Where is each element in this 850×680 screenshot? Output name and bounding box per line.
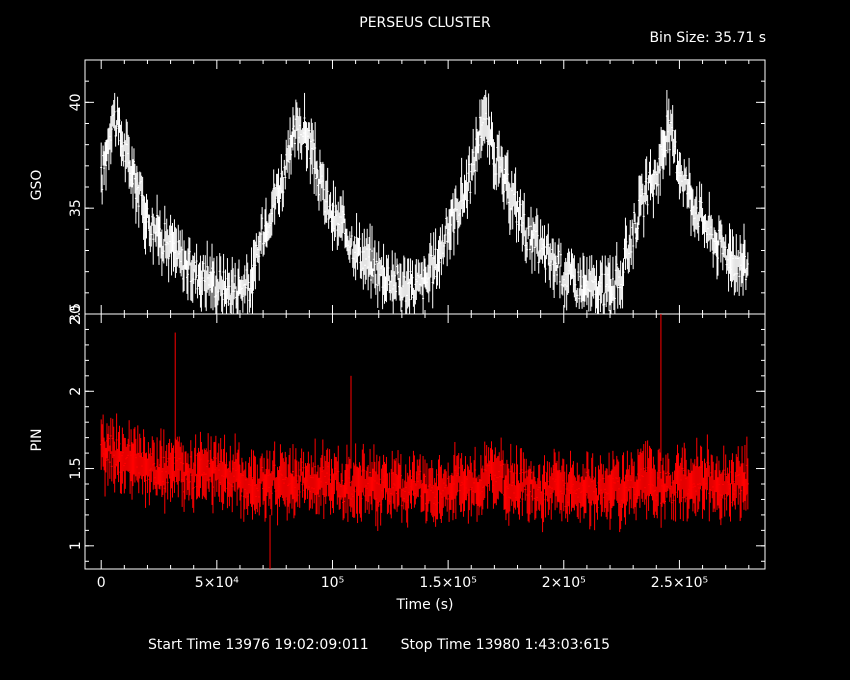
gso-axis-label: GSO xyxy=(29,169,45,201)
pin-axis-label: PIN xyxy=(29,428,45,452)
x-tick-label: 1.5×10⁵ xyxy=(419,575,476,591)
x-tick-label: 2×10⁵ xyxy=(542,575,586,591)
y-tick-label: 1 xyxy=(68,541,84,550)
x-tick-label: 5×10⁴ xyxy=(195,575,239,591)
x-tick-label: 0 xyxy=(97,575,106,591)
chart-title: PERSEUS CLUSTER xyxy=(359,15,491,31)
x-tick-label: 2.5×10⁵ xyxy=(651,575,708,591)
y-tick-label: 40 xyxy=(68,93,84,111)
time-range-footer: Start Time 13976 19:02:09:011 Stop Time 1… xyxy=(148,637,610,653)
gso-panel: 30 35 40 xyxy=(68,59,766,323)
stop-time: Stop Time 13980 1:43:03:615 xyxy=(400,637,611,653)
y-tick-label: 35 xyxy=(68,199,84,217)
y-tick-label: 2 xyxy=(68,387,84,396)
y-tick-label: 1.5 xyxy=(68,457,84,479)
y-tick-label: 2.5 xyxy=(68,303,84,325)
panel-frame xyxy=(84,313,766,570)
start-time: Start Time 13976 19:02:09:011 xyxy=(148,637,369,653)
y-tick-label: 30 xyxy=(68,305,84,323)
pin-panel: 1 1.5 2 2.5 0 5×10⁴ 10⁵ 1.5×10⁵ 2×10⁵ 2.5×10⁵ xyxy=(68,303,766,591)
bin-size-label: Bin Size: 35.71 s xyxy=(649,30,766,46)
x-axis-label: Time (s) xyxy=(396,597,454,613)
x-tick-label: 10⁵ xyxy=(321,575,344,591)
